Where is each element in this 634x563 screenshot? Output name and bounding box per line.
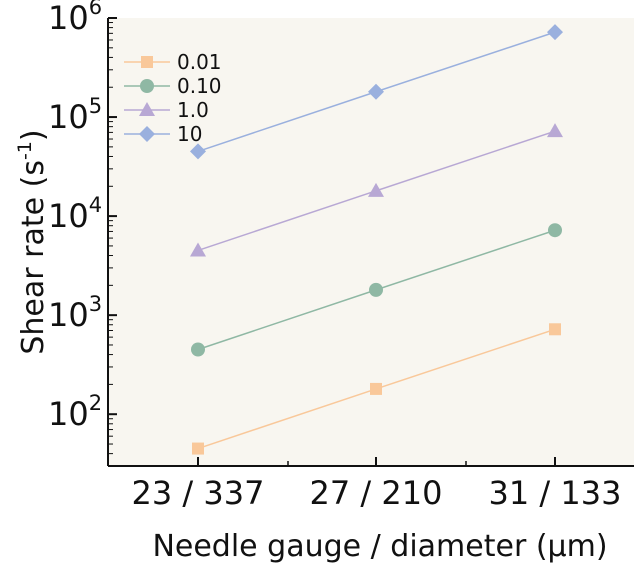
legend: 0.010.101.010 bbox=[124, 50, 222, 146]
legend-marker bbox=[139, 102, 155, 116]
axes-layer bbox=[107, 17, 634, 467]
x-axis-title: Needle gauge / diameter (μm) bbox=[152, 529, 607, 563]
data-point bbox=[547, 24, 563, 41]
data-point bbox=[369, 282, 383, 297]
legend-label: 1.0 bbox=[177, 98, 209, 122]
legend-label: 10 bbox=[177, 122, 202, 146]
y-tick-label: 103 bbox=[48, 292, 102, 334]
y-tick-label: 104 bbox=[48, 193, 102, 235]
data-point bbox=[192, 442, 204, 455]
data-point bbox=[549, 323, 561, 336]
legend-label: 0.10 bbox=[177, 74, 222, 98]
data-point bbox=[190, 143, 206, 160]
y-axis-title-sup: -1 bbox=[14, 141, 36, 160]
x-tick-labels: 23 / 337 27 / 210 31 / 133 bbox=[132, 474, 622, 512]
y-tick-label: 105 bbox=[48, 94, 102, 136]
data-point bbox=[368, 83, 384, 100]
legend-marker bbox=[140, 79, 154, 93]
x-tick-label: 23 / 337 bbox=[132, 474, 265, 512]
data-point bbox=[547, 123, 563, 138]
x-tick-label: 31 / 133 bbox=[489, 474, 622, 512]
data-point bbox=[548, 223, 562, 238]
x-tick-label: 27 / 210 bbox=[310, 474, 443, 512]
y-axis-title: Shear rate (s-1) bbox=[14, 129, 51, 354]
series-layer bbox=[190, 24, 563, 455]
data-point bbox=[190, 242, 206, 257]
data-point bbox=[368, 182, 384, 197]
y-axis-title-main: Shear rate (s bbox=[16, 160, 51, 355]
legend-marker bbox=[141, 56, 153, 68]
data-point bbox=[191, 342, 205, 357]
y-tick-labels: 102 103 104 105 106 bbox=[48, 0, 102, 433]
legend-label: 0.01 bbox=[177, 50, 222, 74]
legend-marker bbox=[139, 126, 155, 142]
data-point bbox=[370, 382, 382, 395]
y-tick-label: 102 bbox=[48, 391, 102, 433]
y-tick-label: 106 bbox=[48, 0, 102, 37]
y-axis-title-end: ) bbox=[16, 129, 51, 141]
